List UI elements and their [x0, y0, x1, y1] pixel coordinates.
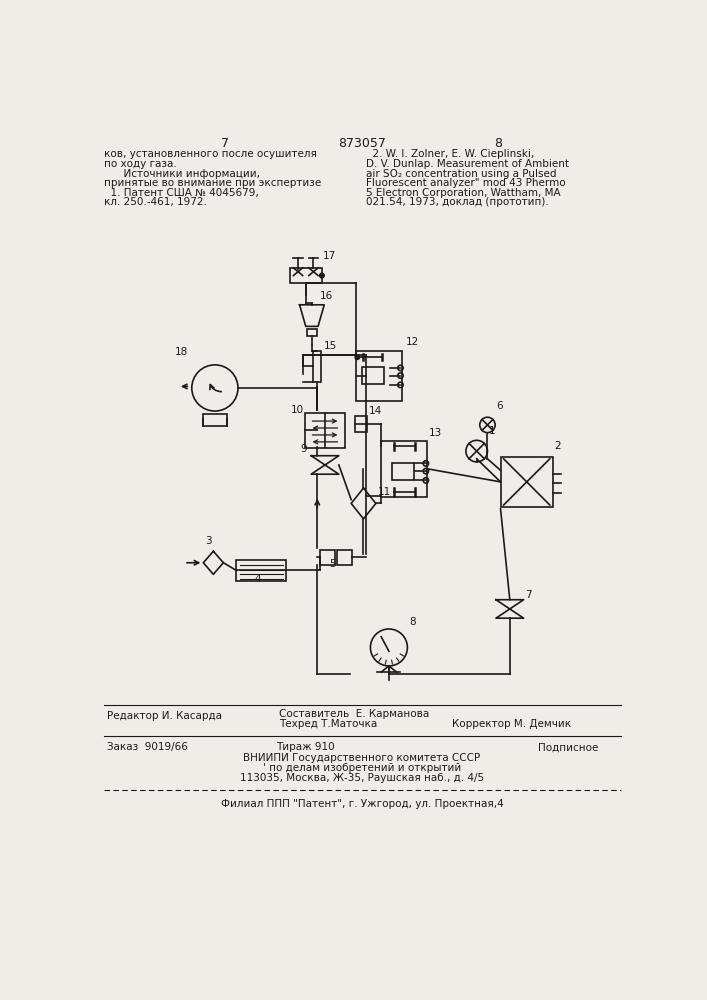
Text: 15: 15	[324, 341, 337, 351]
Text: Заказ  9019/66: Заказ 9019/66	[107, 742, 188, 752]
Text: 4: 4	[255, 574, 262, 584]
Text: 10: 10	[291, 405, 303, 415]
Text: 6: 6	[497, 401, 503, 411]
Text: принятые во внимание при экспертизе: принятые во внимание при экспертизе	[104, 178, 321, 188]
Text: 1: 1	[489, 426, 496, 436]
Text: 021.54, 1973, доклад (прототип).: 021.54, 1973, доклад (прототип).	[366, 197, 549, 207]
Bar	[308, 329, 317, 336]
Text: 17: 17	[322, 251, 336, 261]
Text: 113035, Москва, Ж-35, Раушская наб., д. 4/5: 113035, Москва, Ж-35, Раушская наб., д. …	[240, 773, 484, 783]
Text: Источники информации,: Источники информации,	[104, 169, 260, 179]
Bar	[290, 268, 322, 283]
Text: 3: 3	[206, 536, 212, 546]
Text: 873057: 873057	[338, 137, 386, 150]
Text: Составитель  Е. Карманова: Составитель Е. Карманова	[279, 709, 429, 719]
Bar	[305, 413, 345, 448]
Bar	[337, 550, 352, 565]
Text: Подписное: Подписное	[538, 742, 598, 752]
Bar	[362, 367, 383, 384]
Text: Fluorescent analyzer" mod 43 Phermo: Fluorescent analyzer" mod 43 Phermo	[366, 178, 566, 188]
Text: Редактор И. Касарда: Редактор И. Касарда	[107, 711, 222, 721]
Bar	[355, 416, 368, 432]
Text: 16: 16	[320, 291, 333, 301]
Text: 8: 8	[494, 137, 502, 150]
Text: 14: 14	[369, 406, 382, 416]
Text: Корректор М. Демчик: Корректор М. Демчик	[452, 719, 571, 729]
Bar	[381, 441, 428, 497]
Text: 5 Electron Corporation, Wattham, MA: 5 Electron Corporation, Wattham, MA	[366, 188, 561, 198]
Bar	[320, 550, 335, 565]
Text: ' по делам изобретений и открытий: ' по делам изобретений и открытий	[263, 763, 461, 773]
Text: Тираж 910: Тираж 910	[276, 742, 335, 752]
Text: ков, установленного после осушителя: ков, установленного после осушителя	[104, 149, 317, 159]
Text: 13: 13	[429, 428, 442, 438]
Text: Филиал ППП "Патент", г. Ужгород, ул. Проектная,4: Филиал ППП "Патент", г. Ужгород, ул. Про…	[221, 799, 503, 809]
Circle shape	[355, 355, 360, 359]
Bar	[501, 457, 553, 507]
Text: по ходу газа.: по ходу газа.	[104, 159, 177, 169]
Circle shape	[320, 273, 325, 278]
Text: 5: 5	[329, 559, 335, 569]
Text: 7: 7	[221, 137, 229, 150]
Bar	[203, 414, 227, 426]
Bar	[236, 560, 286, 581]
Text: 1. Патент США № 4045679,: 1. Патент США № 4045679,	[104, 188, 259, 198]
Text: 2. W. I. Zolner, E. W. Cieplinski,: 2. W. I. Zolner, E. W. Cieplinski,	[366, 149, 534, 159]
Text: 7: 7	[525, 590, 532, 600]
Text: D. V. Dunlap. Measurement of Ambient: D. V. Dunlap. Measurement of Ambient	[366, 159, 569, 169]
Text: 8: 8	[409, 617, 416, 627]
Text: 18: 18	[175, 347, 188, 357]
Bar	[392, 463, 414, 480]
Text: ВНИИПИ Государственного комитета СССР: ВНИИПИ Государственного комитета СССР	[243, 753, 481, 763]
Text: 2: 2	[554, 441, 561, 451]
Text: 12: 12	[406, 337, 419, 347]
Text: air SO₂ concentration using a Pulsed: air SO₂ concentration using a Pulsed	[366, 169, 556, 179]
Text: Техред Т.Маточка: Техред Т.Маточка	[279, 719, 377, 729]
Text: 9: 9	[300, 444, 307, 454]
Bar	[313, 351, 321, 382]
Bar	[356, 351, 402, 401]
Text: 11: 11	[378, 487, 390, 497]
Text: кл. 250.-461, 1972.: кл. 250.-461, 1972.	[104, 197, 207, 207]
